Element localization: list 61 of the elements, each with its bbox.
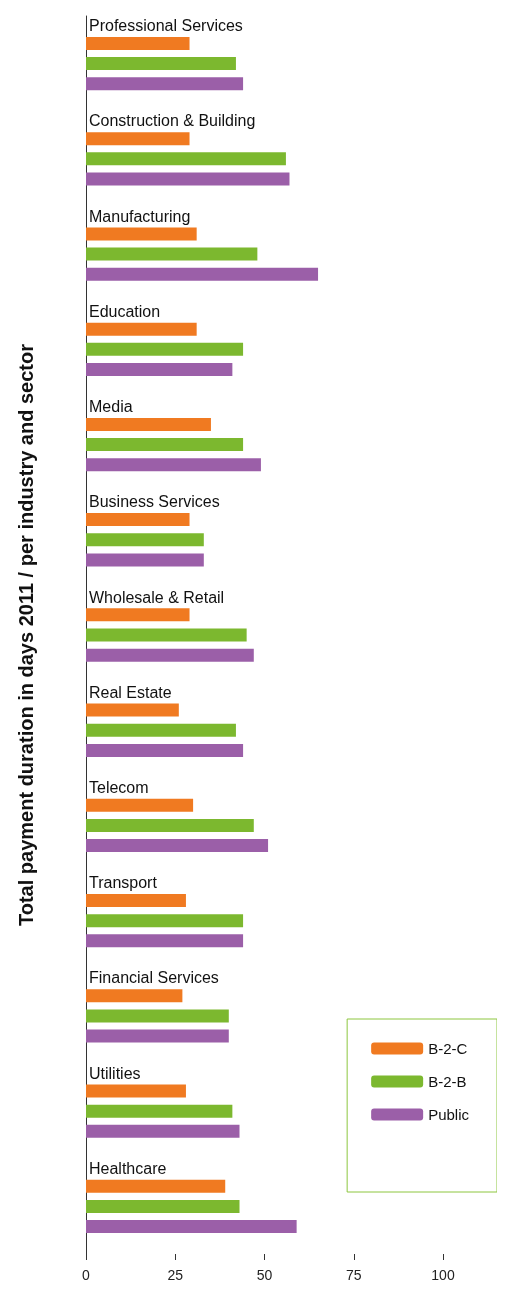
y-tick-label: Business Services: [89, 493, 220, 511]
y-tick-label: Education: [89, 302, 161, 320]
bar: [86, 989, 183, 1003]
x-tick-label: 75: [345, 1267, 362, 1283]
bar: [86, 57, 236, 71]
y-tick-label: Real Estate: [89, 683, 172, 701]
bar: [86, 1104, 233, 1118]
bar: [86, 227, 197, 241]
bar: [86, 322, 197, 336]
y-tick-label: Media: [89, 398, 133, 416]
bar: [86, 798, 194, 812]
bar: [86, 533, 204, 547]
bar: [86, 1084, 186, 1098]
bar: [86, 934, 244, 948]
bar: [86, 132, 190, 146]
legend-label: B-2-B: [428, 1073, 467, 1090]
y-tick-label: Manufacturing: [89, 207, 191, 225]
bar: [86, 172, 290, 186]
x-tick-label: 0: [82, 1267, 91, 1283]
bar: [86, 743, 244, 757]
bar: [86, 723, 236, 737]
bar: [86, 608, 190, 622]
bar: [86, 703, 179, 717]
bar: [86, 458, 261, 472]
y-tick-label: Telecom: [89, 778, 149, 796]
bar: [86, 77, 244, 91]
bar: [86, 1220, 297, 1234]
legend-label: B-2-C: [428, 1040, 468, 1057]
y-tick-label: Transport: [89, 874, 158, 892]
bar: [86, 1009, 229, 1023]
bar: [86, 1029, 229, 1043]
y-tick-label: Wholesale & Retail: [89, 588, 225, 606]
bar: [86, 1179, 226, 1193]
bar: [86, 818, 254, 832]
bar: [86, 1124, 240, 1138]
bar: [86, 839, 269, 853]
bar: [86, 513, 190, 527]
y-tick-label: Construction & Building: [89, 112, 256, 130]
x-tick-label: 100: [431, 1267, 455, 1283]
x-tick-label: 50: [256, 1267, 273, 1283]
bar: [86, 648, 254, 662]
y-tick-label: Professional Services: [89, 17, 243, 35]
bar: [86, 342, 244, 356]
legend-label: Public: [428, 1106, 470, 1123]
bar: [86, 362, 233, 376]
bar: [86, 267, 319, 281]
y-tick-label: Financial Services: [89, 969, 219, 987]
y-axis-title: Total payment duration in days 2011 / per industry and sector: [15, 343, 37, 927]
bar: [86, 417, 211, 431]
bar: [86, 914, 244, 928]
y-tick-label: Healthcare: [89, 1159, 167, 1177]
bar: [86, 247, 258, 261]
y-tick-label: Utilities: [89, 1064, 141, 1082]
bar: [86, 628, 247, 642]
bar: [86, 894, 186, 908]
bar: [86, 152, 286, 166]
x-tick-label: 25: [167, 1267, 184, 1283]
bar: [86, 1199, 240, 1213]
bar: [86, 36, 190, 50]
bar: [86, 553, 204, 567]
bar: [86, 438, 244, 452]
